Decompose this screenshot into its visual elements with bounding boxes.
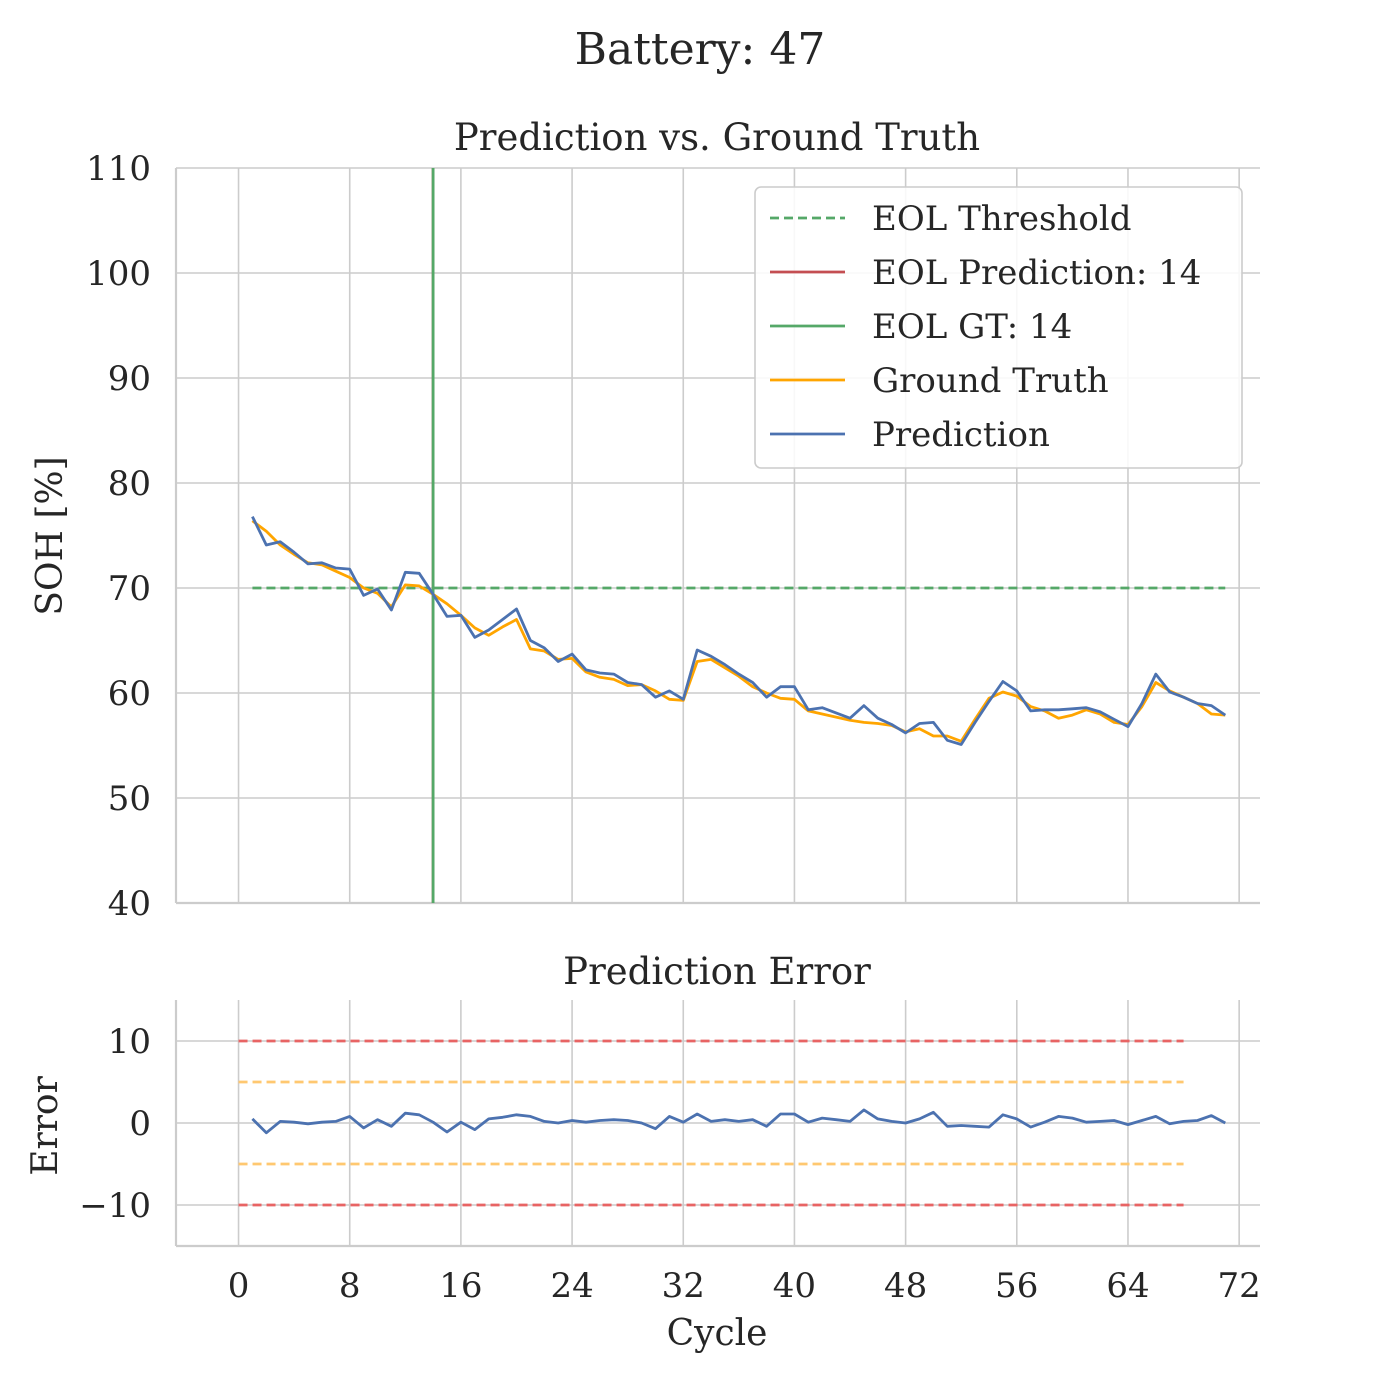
soh-y-tick-label: 60 xyxy=(108,674,151,714)
legend-label-4: Prediction xyxy=(872,415,1050,455)
error-series-line-0 xyxy=(251,1108,1226,1135)
soh-y-tick-label: 50 xyxy=(108,779,151,819)
soh-y-tick-label: 80 xyxy=(108,464,151,504)
error-y-tick-label: 10 xyxy=(108,1022,151,1062)
error-y-tick-label: −10 xyxy=(79,1186,151,1226)
error-x-tick-label: 24 xyxy=(550,1266,593,1306)
x-axis-label: Cycle xyxy=(667,1313,768,1354)
error-y-tick-label: 0 xyxy=(129,1104,151,1144)
soh-panel-title: Prediction vs. Ground Truth xyxy=(454,116,980,159)
error-panel: Prediction Error Error Cycle −10 0 10 0 8 16 2… xyxy=(25,950,1261,1354)
error-x-tick-label: 56 xyxy=(995,1266,1038,1306)
legend-label-0: EOL Threshold xyxy=(872,199,1131,239)
legend-label-2: EOL GT: 14 xyxy=(872,307,1072,347)
error-x-tick-label: 40 xyxy=(773,1266,816,1306)
legend-box xyxy=(754,186,1243,469)
error-x-tick-label: 32 xyxy=(662,1266,705,1306)
legend-label-1: EOL Prediction: 14 xyxy=(872,253,1201,293)
legend-label-3: Ground Truth xyxy=(872,361,1109,401)
error-x-tick-label: 16 xyxy=(439,1266,482,1306)
soh-series-line-1 xyxy=(251,515,1227,746)
soh-y-tick-label: 90 xyxy=(108,359,151,399)
soh-y-tick-label: 100 xyxy=(86,254,151,294)
soh-series-line-0 xyxy=(251,519,1226,743)
error-panel-title: Prediction Error xyxy=(563,950,871,993)
error-x-tick-label: 0 xyxy=(228,1266,250,1306)
error-x-tick-label: 8 xyxy=(339,1266,361,1306)
error-y-axis-label: Error xyxy=(25,1075,66,1175)
figure-suptitle: Battery: 47 xyxy=(575,24,826,75)
error-x-tick-label: 64 xyxy=(1106,1266,1149,1306)
soh-y-tick-label: 110 xyxy=(86,149,151,189)
soh-y-tick-label: 70 xyxy=(108,569,151,609)
soh-panel: Prediction vs. Ground Truth SOH [%] 40 50… xyxy=(30,116,1260,924)
soh-y-tick-label: 40 xyxy=(108,884,151,924)
error-x-tick-label: 48 xyxy=(884,1266,927,1306)
soh-y-axis-label: SOH [%] xyxy=(30,456,71,615)
error-x-tick-label: 72 xyxy=(1218,1266,1261,1306)
